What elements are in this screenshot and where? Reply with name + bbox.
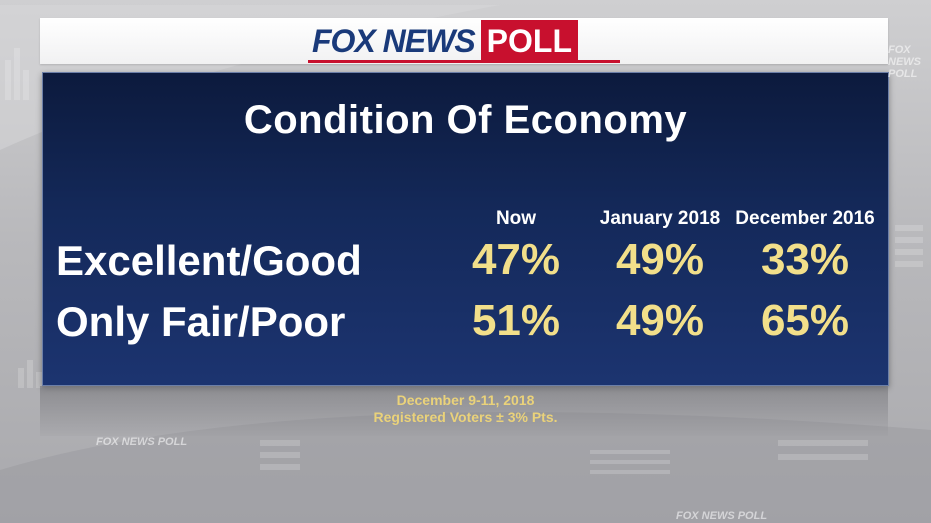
watermark-top-right: FOX NEWS POLL (888, 44, 921, 80)
cell-excellent-good-now: 47% (471, 235, 561, 284)
watermark-bottom-right: FOX NEWS POLL (676, 510, 768, 522)
watermark-bottom-left: FOX NEWS POLL (96, 436, 188, 448)
cell-only-fair-poor-now: 51% (471, 296, 561, 345)
header-bar (40, 18, 888, 64)
column-header-december-2016: December 2016 (735, 208, 875, 229)
cell-only-fair-poor-december-2016: 65% (760, 296, 850, 345)
logo-brand: FOX NEWS (312, 23, 476, 59)
source-band (40, 386, 888, 436)
logo-poll-badge: POLL (480, 20, 578, 62)
fox-news-poll-logo: FOX NEWS POLL (308, 20, 578, 62)
cell-excellent-good-january-2018: 49% (615, 235, 705, 284)
column-header-january-2018: January 2018 (599, 208, 721, 229)
row-label-only-fair-poor: Only Fair/Poor (56, 298, 346, 345)
logo-underline (308, 60, 620, 63)
poll-dates: December 9-11, 2018 (396, 392, 535, 408)
poll-sample: Registered Voters ± 3% Pts. (373, 409, 558, 425)
poll-panel (42, 72, 889, 386)
cell-only-fair-poor-january-2018: 49% (615, 296, 705, 345)
chart-title: Condition Of Economy (243, 98, 688, 142)
row-label-excellent-good: Excellent/Good (56, 237, 362, 284)
cell-excellent-good-december-2016: 33% (760, 235, 850, 284)
column-header-now: Now (495, 208, 537, 229)
